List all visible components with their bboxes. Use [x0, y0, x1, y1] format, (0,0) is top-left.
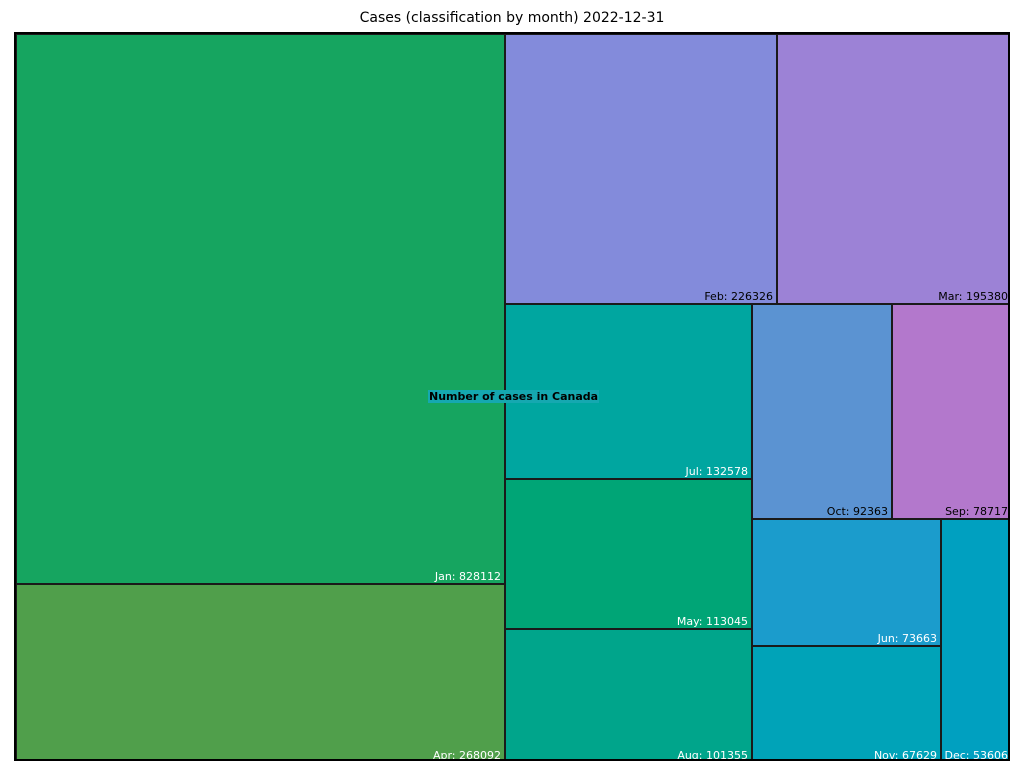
- treemap-cell-label: Jun: 73663: [877, 632, 937, 645]
- treemap-cell-nov: Nov: 67629: [752, 646, 941, 761]
- treemap-cell-label: Dec: 53606: [944, 749, 1008, 761]
- treemap-cell-label: Apr: 268092: [432, 749, 501, 761]
- treemap-cell-aug: Aug: 101355: [505, 629, 752, 761]
- treemap-cell-label: Feb: 226326: [704, 290, 773, 303]
- treemap-cell-jan: Jan: 828112: [16, 34, 505, 584]
- treemap-cell-label: Sep: 78717: [945, 505, 1008, 518]
- treemap-cell-feb: Feb: 226326: [505, 34, 777, 304]
- treemap-cell-mar: Mar: 195380: [777, 34, 1008, 304]
- center-label: Number of cases in Canada: [428, 390, 600, 403]
- chart-title: Cases (classification by month) 2022-12-…: [359, 10, 665, 26]
- treemap-cell-oct: Oct: 92363: [752, 304, 892, 519]
- treemap-plot-area: Jan: 828112 Apr: 268092 Feb: 226326 Mar: 19…: [14, 32, 1010, 761]
- treemap-cell-jun: Jun: 73663: [752, 519, 941, 646]
- treemap-cell-sep: Sep: 78717: [892, 304, 1008, 519]
- treemap-cell-label: Oct: 92363: [826, 505, 888, 518]
- treemap-cell-dec: Dec: 53606: [941, 519, 1008, 761]
- treemap-cell-label: Mar: 195380: [938, 290, 1008, 303]
- treemap-cell-label: Jul: 132578: [685, 465, 748, 478]
- treemap-cell-label: Jan: 828112: [434, 570, 501, 583]
- treemap-cell-label: Nov: 67629: [873, 749, 937, 761]
- treemap-cell-label: Aug: 101355: [677, 749, 748, 761]
- treemap-cell-label: May: 113045: [676, 615, 748, 628]
- treemap-cell-apr: Apr: 268092: [16, 584, 505, 761]
- treemap-cell-may: May: 113045: [505, 479, 752, 629]
